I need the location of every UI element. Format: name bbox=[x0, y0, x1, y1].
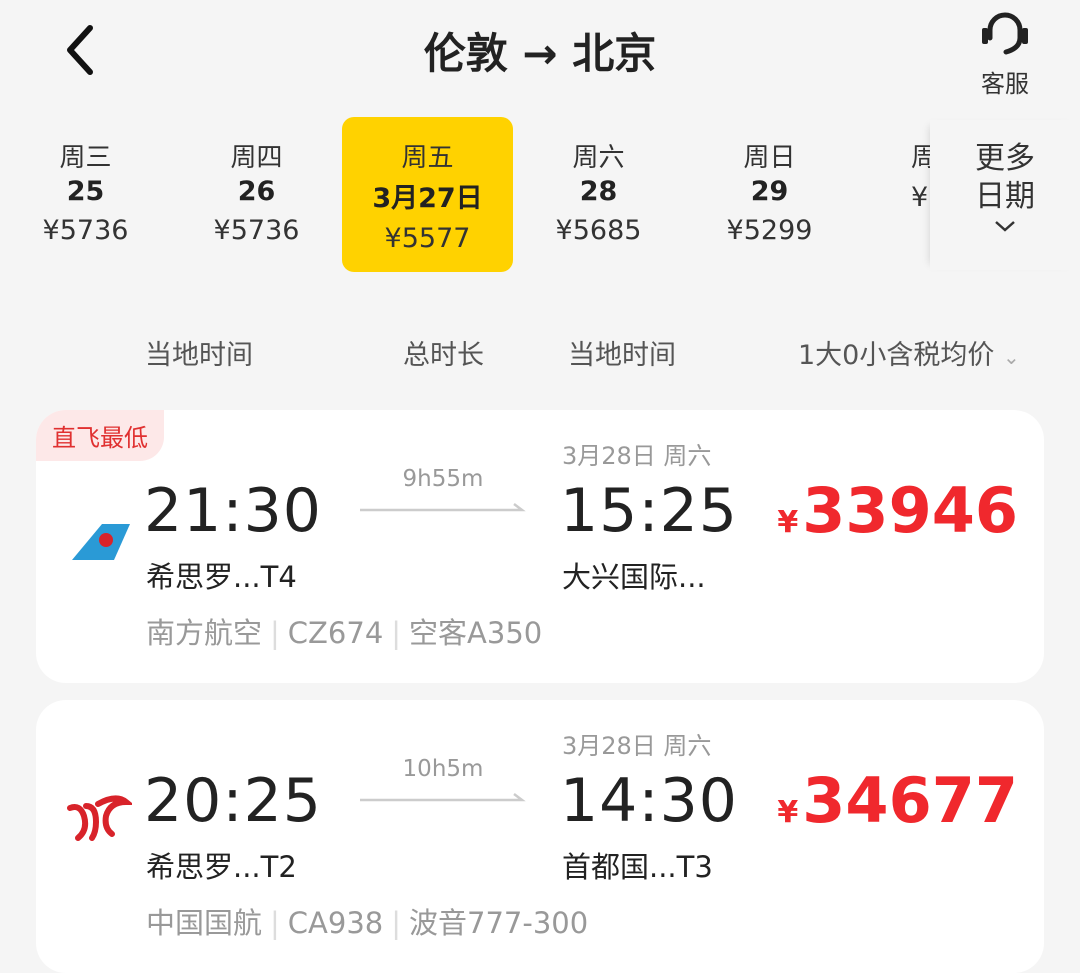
price: ¥34677 bbox=[777, 764, 1018, 837]
air-china-logo-icon bbox=[67, 795, 135, 841]
flight-card[interactable]: 直飞最低 21:30 希思罗...T4 9h55m 3月28日 周六 15:25… bbox=[36, 410, 1044, 683]
flight-card[interactable]: 20:25 希思罗...T2 10h5m 3月28日 周六 14:30 首都国.… bbox=[36, 700, 1044, 973]
more-dates-button[interactable]: 更多日期 bbox=[930, 120, 1080, 270]
aircraft: 空客A350 bbox=[409, 616, 543, 650]
airline: 南方航空 bbox=[146, 616, 263, 650]
service-label: 客服 bbox=[981, 70, 1029, 98]
price-value: 34677 bbox=[802, 764, 1018, 837]
date: 29 bbox=[750, 176, 789, 207]
price-header-label: 1大0小含税均价 bbox=[798, 340, 995, 371]
arrival-date: 3月28日 周六 bbox=[562, 442, 712, 470]
weekday: 周三 bbox=[59, 143, 112, 173]
date: 25 bbox=[66, 176, 105, 207]
flight-info: 中国国航 | CA938 | 波音777-300 bbox=[146, 906, 589, 940]
lowest-price: ¥5685 bbox=[555, 215, 642, 246]
arrival-time: 15:25 bbox=[560, 476, 738, 546]
airline: 中国国航 bbox=[146, 906, 263, 940]
price: ¥33946 bbox=[777, 474, 1018, 547]
flight-info: 南方航空 | CZ674 | 空客A350 bbox=[146, 616, 543, 650]
weekday: 周日 bbox=[743, 143, 796, 173]
lowest-price: ¥5299 bbox=[726, 215, 813, 246]
date-option[interactable]: 周三 25 ¥5736 bbox=[0, 117, 171, 272]
currency: ¥ bbox=[777, 505, 799, 540]
date-option[interactable]: 周五 3月27日 ¥5577 bbox=[342, 117, 513, 272]
lowest-price: ¥5577 bbox=[384, 223, 471, 254]
chevron-down-icon: ⌄ bbox=[1002, 345, 1020, 369]
arrival-time: 14:30 bbox=[560, 766, 738, 836]
customer-service-button[interactable]: 客服 bbox=[970, 8, 1040, 99]
arrival-airport: 首都国...T3 bbox=[562, 850, 713, 884]
weekday: 周四 bbox=[230, 143, 283, 173]
weekday: 周五 bbox=[401, 143, 454, 173]
price-sort-header[interactable]: 1大0小含税均价 ⌄ bbox=[798, 333, 1020, 372]
currency: ¥ bbox=[777, 795, 799, 830]
flight-number: CA938 bbox=[287, 906, 384, 940]
date: 26 bbox=[237, 176, 276, 207]
flight-number: CZ674 bbox=[287, 616, 384, 650]
cheapest-direct-badge: 直飞最低 bbox=[36, 410, 164, 461]
arrival-airport: 大兴国际... bbox=[562, 560, 706, 594]
date-option[interactable]: 周日 29 ¥5299 bbox=[684, 117, 855, 272]
departure-time: 20:25 bbox=[144, 766, 322, 836]
arrow-right-icon bbox=[360, 503, 526, 512]
date-option[interactable]: 周六 28 ¥5685 bbox=[513, 117, 684, 272]
arrive-time-header[interactable]: 当地时间 bbox=[568, 340, 676, 371]
lowest-price: ¥5736 bbox=[42, 215, 129, 246]
departure-airport: 希思罗...T2 bbox=[146, 850, 297, 884]
depart-time-header[interactable]: 当地时间 bbox=[145, 340, 253, 371]
page-title: 伦敦 → 北京 bbox=[423, 29, 657, 78]
departure-airport: 希思罗...T4 bbox=[146, 560, 297, 594]
arrival-date: 3月28日 周六 bbox=[562, 732, 712, 760]
date-option[interactable]: 周四 26 ¥5736 bbox=[171, 117, 342, 272]
arrow-right-icon bbox=[360, 793, 526, 802]
back-icon[interactable] bbox=[60, 22, 110, 78]
aircraft: 波音777-300 bbox=[409, 906, 589, 940]
price-value: 33946 bbox=[802, 474, 1018, 547]
headset-icon bbox=[982, 12, 1028, 55]
more-dates-label: 更多日期 bbox=[975, 141, 1035, 214]
lowest-price: ¥5736 bbox=[213, 215, 300, 246]
date: 3月27日 bbox=[372, 183, 483, 214]
weekday: 周六 bbox=[572, 143, 625, 173]
duration: 9h55m bbox=[402, 466, 484, 492]
duration: 10h5m bbox=[402, 756, 484, 782]
departure-time: 21:30 bbox=[144, 476, 322, 546]
date: 28 bbox=[579, 176, 618, 207]
duration-header[interactable]: 总时长 bbox=[403, 340, 484, 371]
china-southern-logo-icon bbox=[72, 524, 130, 560]
chevron-down-icon bbox=[995, 221, 1015, 232]
